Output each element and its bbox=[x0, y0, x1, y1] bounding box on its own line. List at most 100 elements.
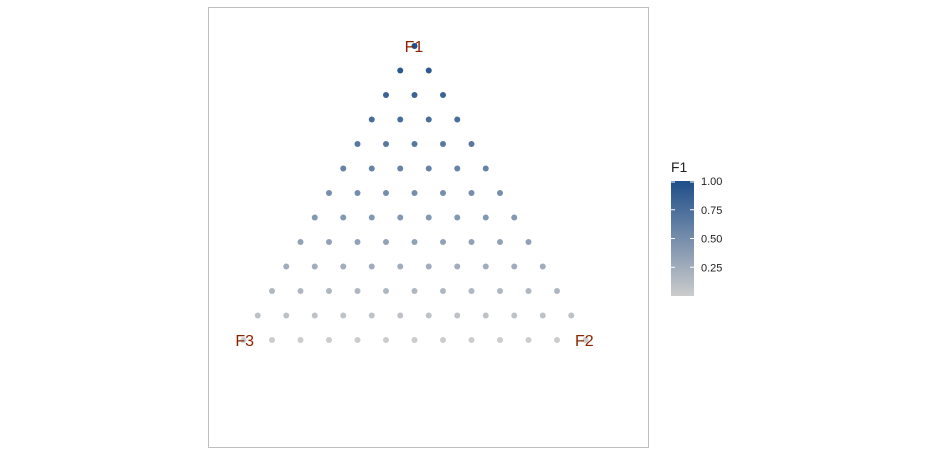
data-point bbox=[582, 337, 589, 343]
data-point bbox=[425, 312, 432, 319]
vertex-label-left: F3 bbox=[235, 333, 254, 350]
data-point bbox=[297, 288, 304, 294]
data-point bbox=[368, 116, 375, 123]
data-point bbox=[269, 288, 275, 294]
data-point bbox=[554, 337, 560, 343]
data-point bbox=[425, 263, 432, 270]
legend-ticks: 0.25 0.50 0.75 1.00 bbox=[671, 176, 722, 274]
data-point bbox=[326, 288, 332, 294]
data-point bbox=[497, 288, 503, 294]
panel-border bbox=[208, 7, 649, 448]
vertex-label-top: F1 bbox=[405, 39, 424, 56]
data-point bbox=[354, 337, 361, 343]
data-point bbox=[482, 263, 489, 270]
data-point bbox=[511, 214, 518, 221]
data-point bbox=[482, 165, 489, 172]
data-point bbox=[411, 337, 418, 343]
data-point bbox=[554, 288, 560, 294]
data-point bbox=[311, 263, 318, 270]
data-point bbox=[482, 312, 489, 319]
data-point bbox=[368, 165, 375, 172]
data-point bbox=[397, 165, 404, 172]
data-point bbox=[497, 190, 503, 196]
data-point bbox=[539, 312, 546, 319]
data-point bbox=[354, 239, 361, 245]
legend-tick-label: 0.50 bbox=[701, 234, 722, 246]
data-point bbox=[326, 190, 332, 196]
data-point bbox=[397, 214, 404, 221]
data-point bbox=[425, 214, 432, 221]
data-point bbox=[440, 337, 446, 343]
data-point bbox=[411, 288, 418, 294]
data-point bbox=[497, 337, 503, 343]
data-point bbox=[297, 337, 304, 343]
data-point bbox=[311, 312, 318, 319]
data-point bbox=[539, 263, 546, 270]
data-point bbox=[354, 190, 361, 196]
data-point bbox=[525, 288, 532, 294]
data-point bbox=[368, 263, 375, 270]
legend-tick-label: 0.75 bbox=[701, 205, 722, 217]
data-point bbox=[482, 214, 489, 221]
data-point bbox=[468, 288, 475, 294]
data-point bbox=[425, 67, 432, 74]
data-point bbox=[326, 239, 332, 245]
data-point bbox=[283, 312, 290, 319]
data-point bbox=[511, 263, 518, 270]
data-point bbox=[340, 263, 347, 270]
data-point bbox=[368, 214, 375, 221]
data-point bbox=[568, 312, 575, 319]
data-point bbox=[383, 239, 389, 245]
data-point bbox=[340, 214, 347, 221]
data-point bbox=[425, 116, 432, 123]
data-point bbox=[254, 312, 261, 319]
data-point bbox=[425, 165, 432, 172]
data-point bbox=[440, 190, 446, 196]
data-point bbox=[411, 92, 418, 98]
data-point bbox=[411, 190, 418, 196]
data-point bbox=[411, 141, 418, 147]
data-point bbox=[440, 141, 446, 147]
data-point bbox=[383, 141, 389, 147]
data-point bbox=[368, 312, 375, 319]
data-point bbox=[397, 67, 404, 74]
data-point bbox=[297, 239, 304, 245]
data-point bbox=[340, 312, 347, 319]
data-point bbox=[468, 337, 475, 343]
legend-tick-label: 1.00 bbox=[701, 176, 722, 188]
legend-tick-label: 0.25 bbox=[701, 262, 722, 274]
data-point bbox=[383, 190, 389, 196]
data-point bbox=[340, 165, 347, 172]
legend-colorbar bbox=[671, 181, 694, 296]
data-point bbox=[454, 263, 461, 270]
data-point bbox=[511, 312, 518, 319]
data-point bbox=[525, 239, 532, 245]
data-point bbox=[326, 337, 332, 343]
data-point bbox=[411, 239, 418, 245]
data-point bbox=[468, 239, 475, 245]
vertex-label-right: F2 bbox=[575, 333, 594, 350]
data-point bbox=[311, 214, 318, 221]
color-legend: F1 0.25 0.50 0.75 1.00 bbox=[671, 159, 722, 296]
points-layer bbox=[240, 43, 589, 343]
data-point bbox=[497, 239, 503, 245]
data-point bbox=[383, 337, 389, 343]
data-point bbox=[454, 165, 461, 172]
data-point bbox=[354, 288, 361, 294]
data-point bbox=[240, 337, 247, 343]
data-point bbox=[411, 43, 418, 49]
data-point bbox=[440, 239, 446, 245]
data-point bbox=[354, 141, 361, 147]
data-point bbox=[440, 288, 446, 294]
data-point bbox=[454, 214, 461, 221]
data-point bbox=[440, 92, 446, 98]
data-point bbox=[454, 116, 461, 123]
data-point bbox=[468, 190, 475, 196]
data-point bbox=[283, 263, 290, 270]
data-point bbox=[269, 337, 275, 343]
data-point bbox=[383, 92, 389, 98]
data-point bbox=[525, 337, 532, 343]
data-point bbox=[454, 312, 461, 319]
data-point bbox=[397, 116, 404, 123]
